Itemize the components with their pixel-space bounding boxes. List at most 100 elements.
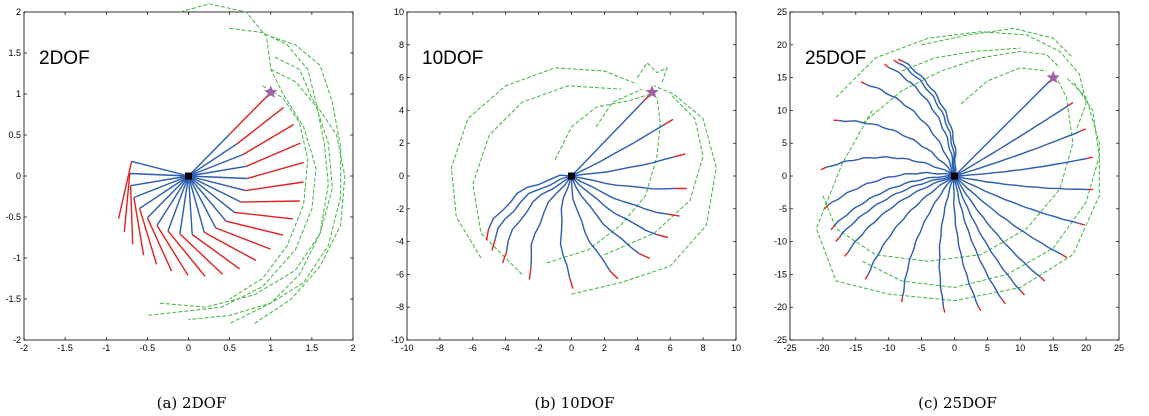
x-tick-label: 10 xyxy=(731,343,741,353)
x-tick-label: 25 xyxy=(1114,343,1124,353)
chart-caption-2dof: (a) 2DOF xyxy=(156,394,227,412)
arm-end-link xyxy=(491,239,496,251)
arm-links xyxy=(133,175,189,199)
base-marker xyxy=(951,172,958,180)
y-tick-label: -4 xyxy=(396,237,404,247)
trajectory-trail xyxy=(901,47,1021,72)
x-tick-label: 2 xyxy=(602,343,607,353)
x-tick-label: -15 xyxy=(849,343,862,353)
y-tick-label: 0.5 xyxy=(8,130,21,140)
arm-end-link xyxy=(215,227,271,250)
arm-links xyxy=(954,175,1063,256)
y-tick-label: -20 xyxy=(774,302,787,312)
arm-end-link xyxy=(229,91,272,135)
arm-links xyxy=(571,124,664,177)
arm-links xyxy=(838,175,955,238)
arm-end-link xyxy=(117,161,133,219)
trajectory-trail xyxy=(554,93,651,160)
y-tick-label: 2 xyxy=(399,138,404,148)
arm-end-link xyxy=(1067,101,1074,107)
y-tick-label: -25 xyxy=(774,335,787,345)
arm-links xyxy=(487,174,572,230)
arm-end-link xyxy=(901,296,904,303)
trajectory-trail xyxy=(159,27,329,308)
arm-links xyxy=(530,175,573,269)
trajectory-trail xyxy=(472,85,621,275)
arm-links xyxy=(571,175,669,215)
arm-links xyxy=(179,175,190,235)
arm-end-link xyxy=(662,118,674,127)
arm-end-link xyxy=(830,225,835,231)
arm-links xyxy=(188,165,247,177)
arm-end-link xyxy=(247,161,304,180)
trajectory-trail xyxy=(862,80,1100,289)
target-star xyxy=(645,85,659,98)
trajectory-trail xyxy=(862,50,1061,124)
x-tick-label: 1 xyxy=(268,343,273,353)
arm-end-link xyxy=(884,63,890,69)
y-tick-label: -1.5 xyxy=(5,294,21,304)
x-tick-label: -20 xyxy=(816,343,829,353)
y-tick-label: -10 xyxy=(774,237,787,247)
arm-links xyxy=(898,62,956,177)
arm-links xyxy=(188,143,238,177)
panel-title: 10DOF xyxy=(422,48,483,69)
y-tick-label: 0 xyxy=(16,171,21,181)
y-tick-label: -2 xyxy=(13,335,21,345)
arm-links xyxy=(187,175,227,222)
arm-end-link xyxy=(1040,276,1046,282)
y-tick-label: 1.5 xyxy=(8,48,21,58)
arm-links xyxy=(570,175,611,272)
y-tick-label: -10 xyxy=(391,335,404,345)
x-tick-label: 0 xyxy=(186,343,191,353)
arm-links xyxy=(188,133,231,177)
y-tick-label: -0.5 xyxy=(5,212,21,222)
arm-links xyxy=(954,175,1080,225)
arm-links xyxy=(954,81,1050,177)
arm-end-link xyxy=(129,185,134,245)
chart-caption-10dof: (b) 10DOF xyxy=(534,394,615,412)
y-tick-label: 2 xyxy=(16,7,21,17)
x-tick-label: 4 xyxy=(635,343,640,353)
y-tick-label: 20 xyxy=(777,40,787,50)
x-tick-label: -10 xyxy=(882,343,895,353)
arm-links xyxy=(187,175,205,233)
arm-end-link xyxy=(133,197,145,256)
arm-links xyxy=(954,175,1088,191)
arm-end-link xyxy=(179,233,223,275)
arm-links xyxy=(825,155,955,177)
arm-links xyxy=(188,175,246,192)
x-tick-label: 2 xyxy=(350,343,355,353)
arm-end-link xyxy=(668,213,680,217)
arm-end-link xyxy=(893,59,899,64)
trajectory-trail xyxy=(571,85,717,295)
chart-panel-25dof: -25 -20 -15 -10 -5 0 5 10 15 20 25 -25 -20 -15 -10 -5 0 5… xyxy=(766,0,1149,416)
arm-end-link xyxy=(234,211,293,220)
x-tick-label: 0 xyxy=(952,343,957,353)
arm-links xyxy=(188,175,248,180)
arm-links xyxy=(888,66,956,177)
arm-links xyxy=(953,175,1003,300)
y-tick-label: 5 xyxy=(782,138,787,148)
y-tick-label: -15 xyxy=(774,269,787,279)
arm-end-link xyxy=(246,142,301,167)
arm-end-link xyxy=(674,153,686,158)
y-tick-label: 4 xyxy=(399,105,404,115)
arm-links xyxy=(953,175,1042,278)
x-tick-label: 8 xyxy=(701,343,706,353)
arm-links xyxy=(559,175,573,278)
arm-end-link xyxy=(860,81,867,85)
arm-links xyxy=(952,175,979,307)
arm-links xyxy=(156,175,190,226)
arm-end-link xyxy=(609,270,619,280)
chart-svg-2dof: -2 -1.5 -1 -0.5 0 0.5 1 1.5 2 -2 -1.5 -1 -0.5 0 0.5 1 1.… xyxy=(5,3,356,353)
x-tick-label: 10 xyxy=(1015,343,1025,353)
x-tick-label: -6 xyxy=(469,343,477,353)
arm-end-link xyxy=(138,208,158,265)
arm-end-link xyxy=(864,274,869,280)
arm-links xyxy=(146,175,189,219)
trajectory-trail xyxy=(636,62,668,83)
arm-links xyxy=(953,175,1022,292)
y-tick-label: 10 xyxy=(394,7,404,17)
arm-end-link xyxy=(203,231,257,262)
